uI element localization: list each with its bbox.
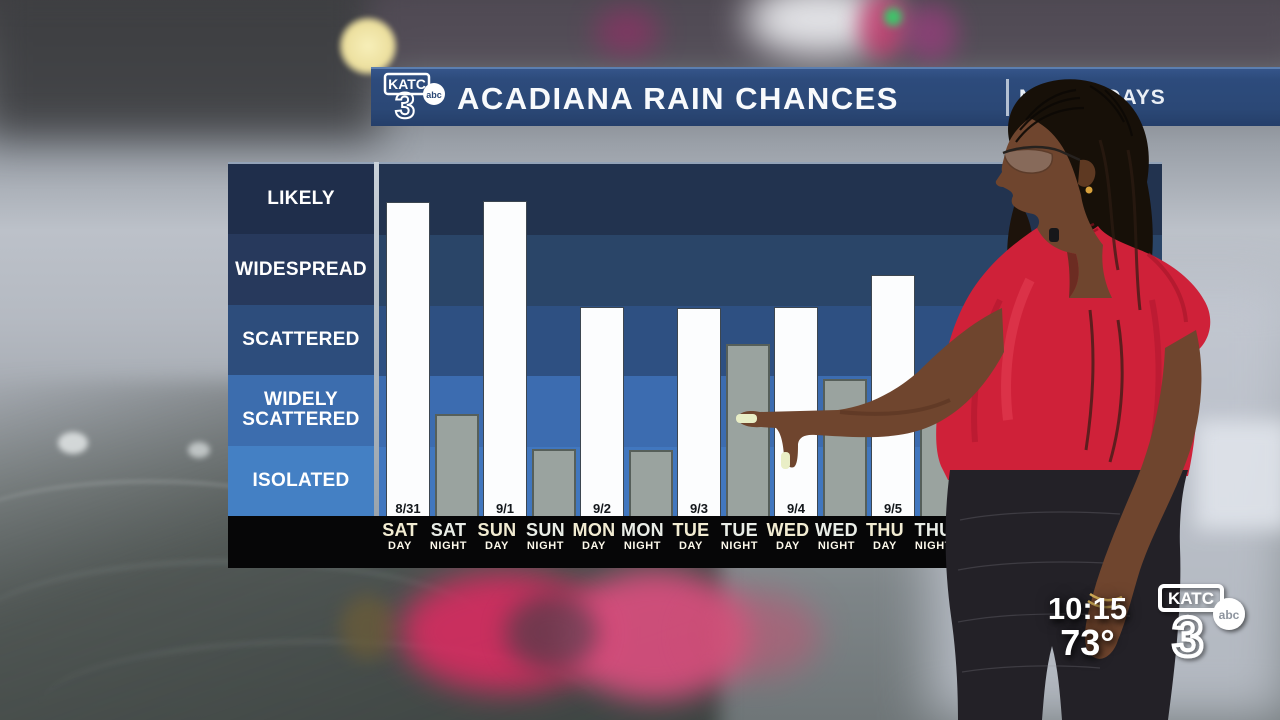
- bokeh-glow-white: [745, 0, 895, 57]
- x-axis-label-thu-day: THU DAY: [855, 520, 915, 552]
- bar-tue-day: 9/3: [677, 308, 721, 518]
- bar-thu-night: [919, 415, 964, 518]
- bar-tue-night: [725, 344, 770, 518]
- bar-mon-day: 9/2: [580, 307, 624, 518]
- bar-date-label: 9/5: [883, 501, 903, 516]
- clock-time: 10:15: [1047, 591, 1128, 626]
- header-divider: [1006, 79, 1009, 116]
- presenter-bracelet: [1087, 592, 1123, 609]
- bar-sat-night: [434, 414, 479, 518]
- rain-chances-chart: LIKELY WIDESPREAD SCATTERED WIDELY SCATTERE…: [228, 162, 1162, 568]
- period-name: DAY: [872, 540, 897, 552]
- bar-date-label: 8/31: [395, 501, 421, 516]
- svg-text:KATC: KATC: [388, 76, 426, 92]
- background-top-left-dark: [0, 0, 380, 140]
- y-axis-level-scattered: SCATTERED: [228, 304, 374, 376]
- bar-date-label: 9/1: [495, 501, 515, 516]
- day-name: WED: [815, 520, 858, 540]
- background-top-strip-dark: [370, 0, 1280, 70]
- header-subtitle: NEXT 7 DAYS: [1019, 86, 1166, 109]
- water-ripple-2: [0, 560, 490, 703]
- bar-wed-day: 9/4: [774, 307, 818, 518]
- bokeh-light-magenta-1: [595, 8, 659, 56]
- bar-sat-day: 8/31: [386, 202, 430, 518]
- presenter-glasses: [1002, 145, 1081, 162]
- y-axis-level-isolated: ISOLATED: [228, 445, 374, 517]
- bokeh-light-magenta-3: [903, 4, 958, 62]
- y-axis-level-widespread: WIDESPREAD: [228, 234, 374, 305]
- bars-layer: 8/31 9/1 9/2 9/3 9/4 9/5: [379, 164, 1162, 518]
- x-axis-bar: SAT DAY SAT NIGHT SUN DAY SUN NIGHT MON DAY MON NIG…: [228, 516, 1162, 568]
- y-axis-level-widely-scattered: WIDELY SCATTERED: [228, 375, 374, 446]
- x-axis-label-tue-night: TUE NIGHT: [710, 520, 770, 552]
- y-axis-labels: LIKELY WIDESPREAD SCATTERED WIDELY SCATTERE…: [228, 162, 374, 517]
- x-axis-label-wed-night: WED NIGHT: [807, 520, 867, 552]
- reflection-pink-1: [400, 572, 610, 692]
- svg-text:abc: abc: [426, 90, 442, 100]
- chart-title: ACADIANA RAIN CHANCES: [457, 81, 899, 116]
- day-name: THU: [914, 520, 953, 540]
- x-axis-label-thu-night: THU NIGHT: [904, 520, 964, 552]
- snow-patch-bottom-right: [1195, 420, 1280, 530]
- bokeh-light-green: [884, 8, 902, 26]
- svg-text:3: 3: [1172, 605, 1203, 665]
- axis-separator-line: [374, 162, 379, 516]
- header-banner: KATC 3 abc ACADIANA RAIN CHANCES NEXT 7 …: [371, 67, 1280, 126]
- plot-area: 8/31 9/1 9/2 9/3 9/4 9/5: [379, 162, 1162, 518]
- temperature-readout: 73°: [1060, 622, 1115, 663]
- reflection-pink-2: [560, 570, 750, 700]
- svg-text:abc: abc: [1219, 608, 1240, 622]
- bar-wed-night: [822, 379, 867, 518]
- bokeh-light-magenta-2: [858, 0, 906, 58]
- bar-sun-night: [531, 449, 576, 518]
- reflection-olive: [340, 595, 395, 660]
- bar-date-label: 9/3: [689, 501, 709, 516]
- y-axis-level-likely: LIKELY: [228, 164, 374, 235]
- x-axis-label-wed-day: WED DAY: [758, 520, 818, 552]
- reflection-pink-3: [690, 592, 820, 677]
- bar-sun-day: 9/1: [483, 201, 527, 518]
- day-name: THU: [866, 520, 904, 540]
- period-name: NIGHT: [720, 540, 759, 552]
- katc-logo-bug: KATC 3 abc: [1158, 584, 1245, 665]
- svg-text:KATC: KATC: [1168, 589, 1214, 608]
- bar-date-label: 9/4: [786, 501, 806, 516]
- day-name: TUE: [721, 520, 758, 540]
- water-ripple-3: [40, 640, 600, 720]
- water-splash-2: [188, 442, 210, 458]
- bar-mon-night: [628, 450, 673, 518]
- bar-thu-day: 9/5: [871, 275, 915, 518]
- period-name: DAY: [775, 540, 800, 552]
- svg-text:3: 3: [395, 85, 415, 124]
- period-name: NIGHT: [914, 540, 953, 552]
- katc-logo-header: KATC 3 abc: [383, 72, 445, 124]
- period-name: NIGHT: [817, 540, 856, 552]
- reflection-dark-patch: [505, 595, 600, 670]
- bar-date-label: 9/2: [592, 501, 612, 516]
- water-splash-1: [58, 432, 88, 454]
- day-name: WED: [766, 520, 810, 540]
